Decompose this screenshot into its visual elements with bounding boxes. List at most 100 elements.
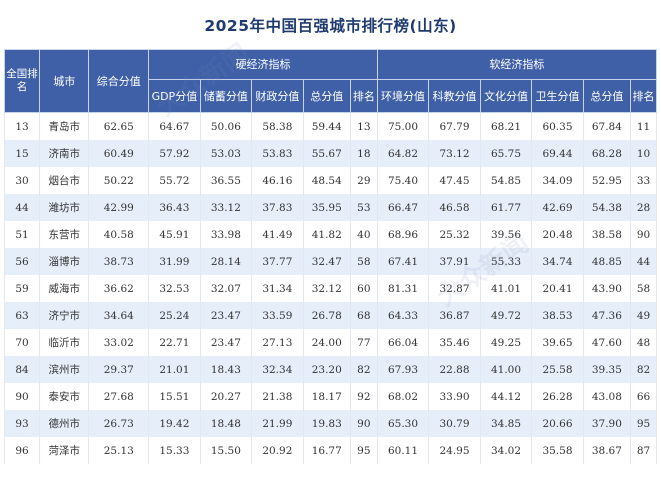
cell-soft-rank: 10 (630, 140, 657, 167)
cell-savings-score: 50.06 (199, 112, 253, 140)
cell-hard-rank: 68 (349, 302, 378, 329)
cell-culture-score: 49.25 (479, 329, 533, 356)
cell-savings-score: 32.07 (199, 275, 253, 302)
header-fiscal: 财政分值 (251, 79, 304, 113)
cell-composite-score: 26.73 (88, 410, 150, 437)
cell-hard-rank: 40 (349, 221, 378, 248)
cell-national-rank: 15 (4, 140, 40, 167)
cell-city: 潍坊市 (38, 194, 90, 221)
header-health: 卫生分值 (531, 79, 584, 113)
cell-culture-score: 41.01 (479, 275, 533, 302)
header-soft-total: 总分值 (582, 79, 632, 113)
cell-hard-rank: 77 (349, 329, 378, 356)
table-row: 44 潍坊市 42.99 36.43 33.12 37.83 35.95 53 66.47 46.… (4, 194, 657, 221)
cell-soft-total: 43.90 (582, 275, 632, 302)
cell-environment-score: 67.93 (376, 356, 430, 383)
cell-health-score: 34.09 (531, 167, 584, 194)
cell-national-rank: 96 (4, 437, 40, 464)
cell-soft-total: 47.60 (582, 329, 632, 356)
cell-composite-score: 38.73 (88, 248, 150, 275)
cell-gdp-score: 32.53 (148, 275, 201, 302)
cell-soft-rank: 49 (630, 302, 657, 329)
cell-education-score: 47.45 (428, 167, 481, 194)
cell-national-rank: 93 (4, 410, 40, 437)
cell-soft-rank: 28 (630, 194, 657, 221)
cell-culture-score: 34.85 (479, 410, 533, 437)
cell-composite-score: 42.99 (88, 194, 150, 221)
cell-environment-score: 68.96 (376, 221, 430, 248)
cell-health-score: 25.58 (531, 356, 584, 383)
cell-education-score: 46.58 (428, 194, 481, 221)
cell-environment-score: 64.33 (376, 302, 430, 329)
header-national-rank: 全国排名 (4, 49, 40, 113)
cell-health-score: 60.35 (531, 112, 584, 140)
cell-soft-rank: 82 (630, 356, 657, 383)
cell-national-rank: 63 (4, 302, 40, 329)
table-row: 84 滨州市 29.37 21.01 18.43 32.34 23.20 82 67.93 22.… (4, 356, 657, 383)
cell-composite-score: 60.49 (88, 140, 150, 167)
cell-hard-total: 32.47 (302, 248, 351, 275)
header-hard-total: 总分值 (302, 79, 351, 113)
cell-culture-score: 68.21 (479, 112, 533, 140)
cell-culture-score: 49.72 (479, 302, 533, 329)
cell-education-score: 37.91 (428, 248, 481, 275)
cell-education-score: 73.12 (428, 140, 481, 167)
cell-hard-total: 19.83 (302, 410, 351, 437)
cell-soft-total: 37.90 (582, 410, 632, 437)
cell-soft-total: 43.08 (582, 383, 632, 410)
cell-environment-score: 65.30 (376, 410, 430, 437)
cell-environment-score: 81.31 (376, 275, 430, 302)
cell-city: 青岛市 (38, 112, 90, 140)
cell-gdp-score: 19.42 (148, 410, 201, 437)
cell-national-rank: 84 (4, 356, 40, 383)
cell-national-rank: 51 (4, 221, 40, 248)
cell-composite-score: 40.58 (88, 221, 150, 248)
table-row: 63 济宁市 34.64 25.24 23.47 33.59 26.78 68 64.33 36.… (4, 302, 657, 329)
cell-savings-score: 15.50 (199, 437, 253, 464)
cell-education-score: 25.32 (428, 221, 481, 248)
cell-environment-score: 66.04 (376, 329, 430, 356)
cell-culture-score: 44.12 (479, 383, 533, 410)
table-row: 15 济南市 60.49 57.92 53.03 53.83 55.67 18 64.82 73.… (4, 140, 657, 167)
cell-national-rank: 30 (4, 167, 40, 194)
cell-health-score: 20.66 (531, 410, 584, 437)
cell-national-rank: 70 (4, 329, 40, 356)
cell-fiscal-score: 37.83 (251, 194, 304, 221)
cell-composite-score: 29.37 (88, 356, 150, 383)
cell-soft-total: 47.36 (582, 302, 632, 329)
cell-soft-total: 52.95 (582, 167, 632, 194)
cell-hard-rank: 92 (349, 383, 378, 410)
cell-composite-score: 36.62 (88, 275, 150, 302)
cell-hard-total: 48.54 (302, 167, 351, 194)
cell-savings-score: 33.12 (199, 194, 253, 221)
cell-fiscal-score: 32.34 (251, 356, 304, 383)
cell-culture-score: 55.33 (479, 248, 533, 275)
header-soft-group: 软经济指标 (376, 49, 658, 80)
cell-soft-total: 48.85 (582, 248, 632, 275)
cell-national-rank: 13 (4, 112, 40, 140)
cell-savings-score: 28.14 (199, 248, 253, 275)
cell-soft-total: 54.38 (582, 194, 632, 221)
header-hard-group: 硬经济指标 (148, 49, 378, 80)
cell-city: 泰安市 (38, 383, 90, 410)
cell-fiscal-score: 33.59 (251, 302, 304, 329)
table-row: 96 菏泽市 25.13 15.33 15.50 20.92 16.77 95 60.11 24.… (4, 437, 657, 464)
cell-city: 淄博市 (38, 248, 90, 275)
cell-national-rank: 90 (4, 383, 40, 410)
header-culture: 文化分值 (479, 79, 533, 113)
cell-hard-rank: 13 (349, 112, 378, 140)
cell-composite-score: 25.13 (88, 437, 150, 464)
cell-city: 济宁市 (38, 302, 90, 329)
cell-soft-rank: 48 (630, 329, 657, 356)
cell-hard-total: 18.17 (302, 383, 351, 410)
cell-culture-score: 39.56 (479, 221, 533, 248)
cell-environment-score: 67.41 (376, 248, 430, 275)
cell-composite-score: 34.64 (88, 302, 150, 329)
cell-fiscal-score: 21.38 (251, 383, 304, 410)
cell-health-score: 42.69 (531, 194, 584, 221)
cell-fiscal-score: 31.34 (251, 275, 304, 302)
cell-hard-rank: 29 (349, 167, 378, 194)
cell-fiscal-score: 53.83 (251, 140, 304, 167)
cell-culture-score: 54.85 (479, 167, 533, 194)
cell-national-rank: 44 (4, 194, 40, 221)
